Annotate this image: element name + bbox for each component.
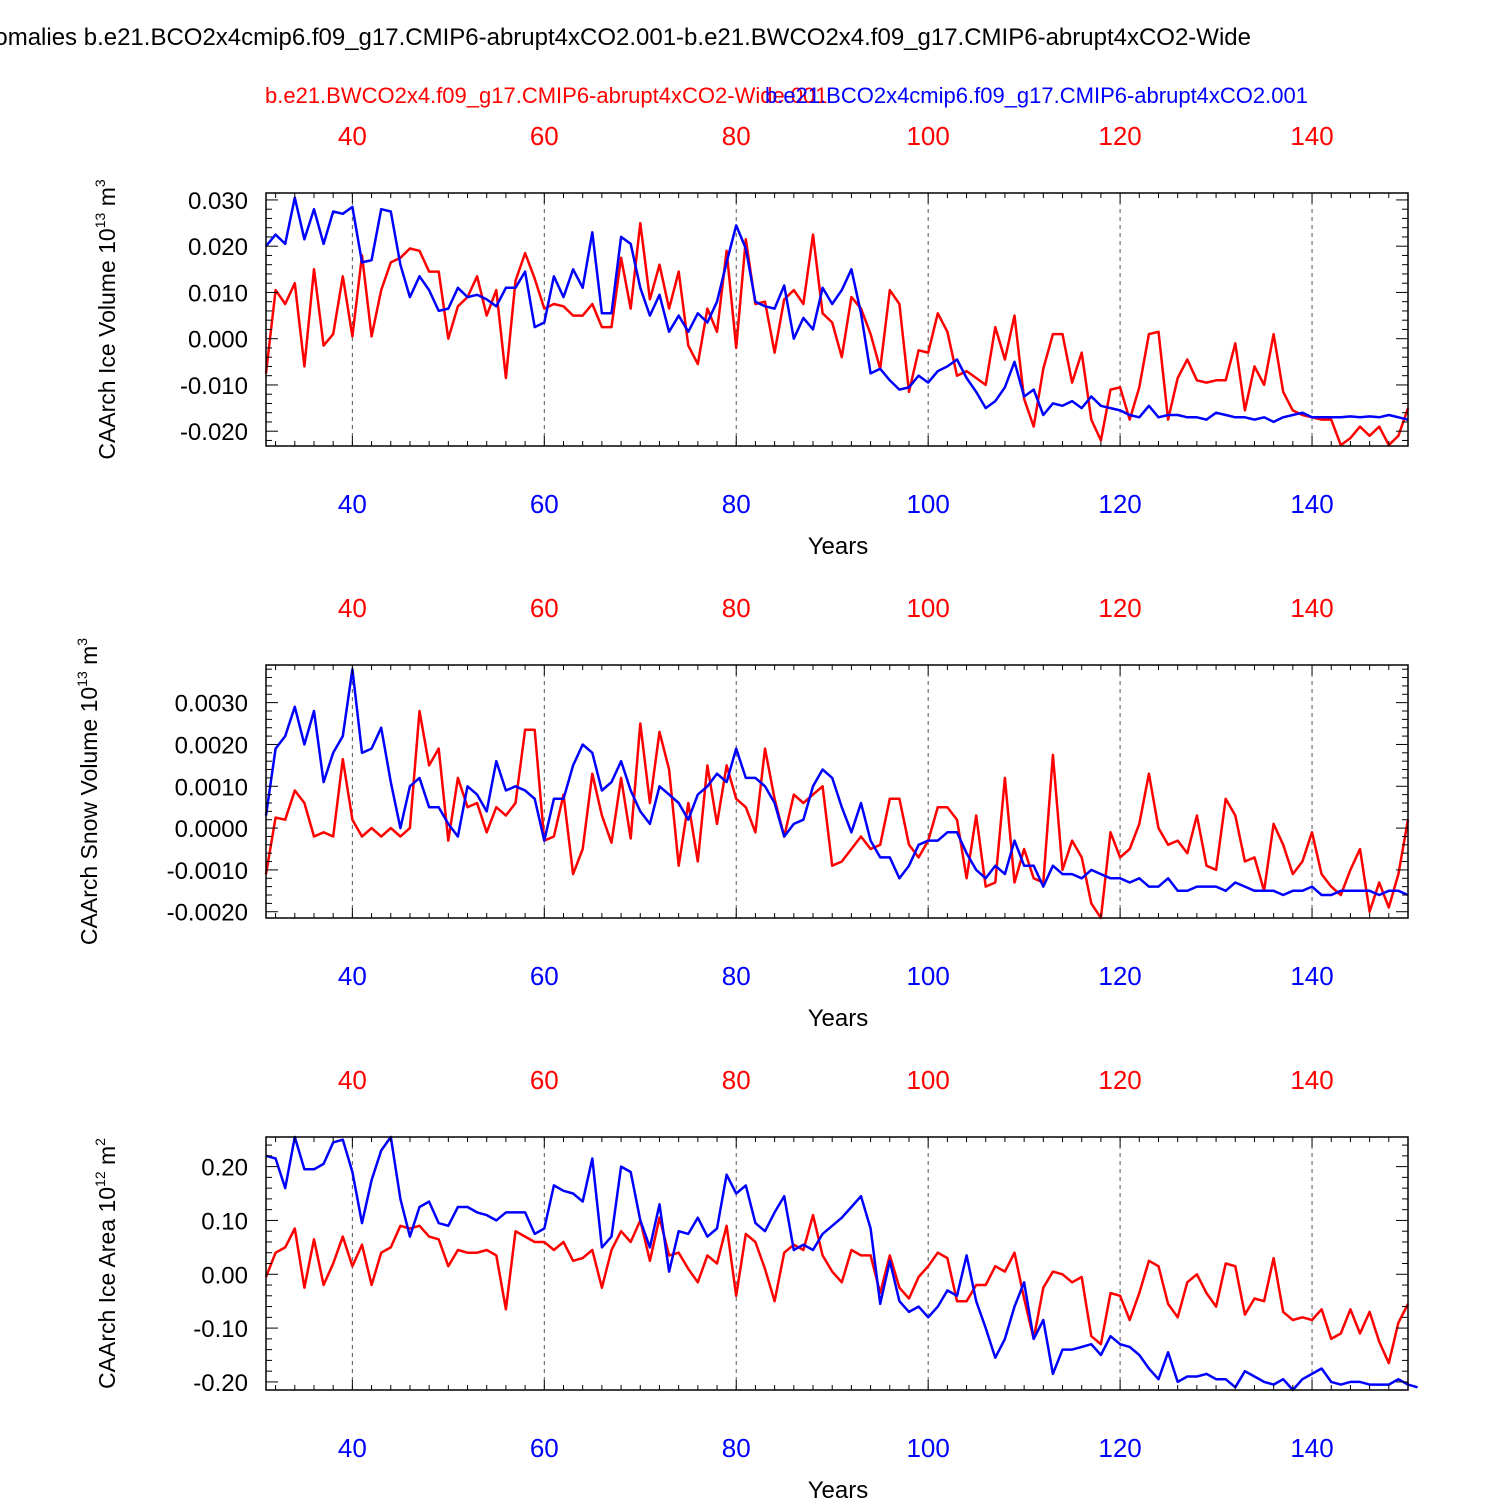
x-tick-label-top: 100: [906, 593, 949, 623]
x-tick-label-bottom: 100: [906, 489, 949, 519]
x-tick-label-top: 140: [1290, 121, 1333, 151]
x-tick-label-bottom: 140: [1290, 489, 1333, 519]
plot-frame: [265, 664, 1409, 919]
x-tick-label-top: 120: [1098, 593, 1141, 623]
x-tick-label-top: 40: [338, 593, 367, 623]
y-tick-label: 0.0020: [175, 732, 248, 759]
x-tick-label-top: 80: [722, 1065, 751, 1095]
x-axis-label: Years: [808, 533, 869, 560]
series-line-red: [264, 1213, 1410, 1365]
x-tick-label-bottom: 60: [530, 489, 559, 519]
y-axis-label-exponent: 13: [74, 671, 90, 687]
x-tick-label-bottom: 80: [722, 489, 751, 519]
y-tick-label: 0.20: [201, 1155, 248, 1182]
y-axis-label-unit-exponent: 2: [92, 1138, 108, 1146]
y-tick-label: 0.020: [188, 234, 248, 261]
x-tick-label-top: 100: [906, 1065, 949, 1095]
x-tick-label-top: 140: [1290, 593, 1333, 623]
chart-panels: -0.020 -0.010 0.000 0.010 0.020 0.030 40 40 60 60…: [74, 121, 1418, 1504]
x-tick-label-bottom: 120: [1098, 961, 1141, 991]
x-tick-label-bottom: 140: [1290, 961, 1333, 991]
x-tick-label-top: 60: [530, 121, 559, 151]
y-tick-label: 0.0000: [175, 816, 248, 843]
x-tick-label-bottom: 140: [1290, 1433, 1333, 1463]
plot-frame: [265, 1136, 1409, 1391]
figure-title: Anomalies b.e21.BCO2x4cmip6.f09_g17.CMIP…: [0, 24, 1251, 51]
x-tick-label-bottom: 120: [1098, 489, 1141, 519]
x-tick-label-top: 60: [530, 1065, 559, 1095]
x-tick-label-top: 40: [338, 121, 367, 151]
series-line-blue: [265, 1135, 1418, 1392]
y-axis-label-exponent: 12: [92, 1171, 108, 1187]
x-tick-label-bottom: 80: [722, 961, 751, 991]
plot-frame: [265, 192, 1409, 447]
y-axis-label-unit-exponent: 3: [74, 638, 90, 646]
y-tick-label: 0.10: [201, 1208, 248, 1235]
series-line-blue: [264, 667, 1409, 897]
x-tick-label-bottom: 60: [530, 961, 559, 991]
y-tick-label: -0.10: [193, 1316, 248, 1343]
x-tick-label-bottom: 120: [1098, 1433, 1141, 1463]
panel-1: -0.020 -0.010 0.000 0.010 0.020 0.030 40 40 60 60…: [92, 121, 1410, 560]
y-axis-label: CAArch Ice Volume 1013 m3: [92, 179, 120, 460]
x-tick-label-bottom: 80: [722, 1433, 751, 1463]
y-tick-label: -0.0020: [167, 900, 248, 927]
x-tick-label-bottom: 100: [906, 961, 949, 991]
y-axis-label: CAArch Ice Area 1012 m2: [92, 1138, 120, 1389]
y-tick-label: 0.030: [188, 188, 248, 215]
x-tick-label-top: 120: [1098, 1065, 1141, 1095]
y-axis-label-unit: m: [94, 187, 120, 213]
x-tick-label-bottom: 40: [338, 961, 367, 991]
y-tick-label: -0.020: [180, 419, 248, 446]
y-tick-label: 0.00: [201, 1262, 248, 1289]
x-axis-label: Years: [808, 1477, 869, 1500]
y-axis-label-text: CAArch Snow Volume 10: [76, 687, 102, 945]
x-tick-label-top: 80: [722, 121, 751, 151]
x-tick-label-bottom: 60: [530, 1433, 559, 1463]
y-axis-label-unit: m: [94, 1146, 120, 1172]
x-tick-label-top: 140: [1290, 1065, 1333, 1095]
series-line-blue: [265, 196, 1409, 424]
x-tick-label-top: 40: [338, 1065, 367, 1095]
x-tick-label-bottom: 100: [906, 1433, 949, 1463]
y-axis-label-unit: m: [76, 646, 102, 672]
y-tick-label: -0.010: [180, 373, 248, 400]
x-tick-label-top: 60: [530, 593, 559, 623]
x-tick-label-bottom: 40: [338, 1433, 367, 1463]
y-axis-label: CAArch Snow Volume 1013 m3: [74, 638, 102, 945]
y-tick-label: -0.20: [193, 1370, 248, 1397]
y-tick-label: 0.0030: [175, 691, 248, 718]
x-tick-label-top: 120: [1098, 121, 1141, 151]
y-tick-label: 0.000: [188, 327, 248, 354]
y-axis-label-text: CAArch Ice Volume 10: [94, 228, 120, 459]
y-tick-label: -0.0010: [167, 858, 248, 885]
panel-3: -0.20 -0.10 0.00 0.10 0.20 40 40 60 60 80 80 100 100…: [92, 1065, 1418, 1504]
legend-red-label: b.e21.BWCO2x4.f09_g17.CMIP6-abrupt4xCO2-…: [265, 83, 828, 108]
y-axis-label-unit-exponent: 3: [92, 179, 108, 187]
x-axis-label: Years: [808, 1005, 869, 1032]
panel-2: -0.0020 -0.0010 0.0000 0.0010 0.0020 0.0030 40…: [74, 593, 1410, 1032]
y-axis-label-exponent: 13: [92, 212, 108, 228]
legend-blue-label: b.e21.BCO2x4cmip6.f09_g17.CMIP6-abrupt4x…: [765, 83, 1308, 108]
y-axis-label-text: CAArch Ice Area 10: [94, 1187, 120, 1389]
x-tick-label-bottom: 40: [338, 489, 367, 519]
series-line-red: [264, 709, 1410, 920]
series-line-red: [264, 221, 1410, 447]
x-tick-label-top: 80: [722, 593, 751, 623]
y-tick-label: 0.010: [188, 280, 248, 307]
x-tick-label-top: 100: [906, 121, 949, 151]
y-tick-label: 0.0010: [175, 774, 248, 801]
